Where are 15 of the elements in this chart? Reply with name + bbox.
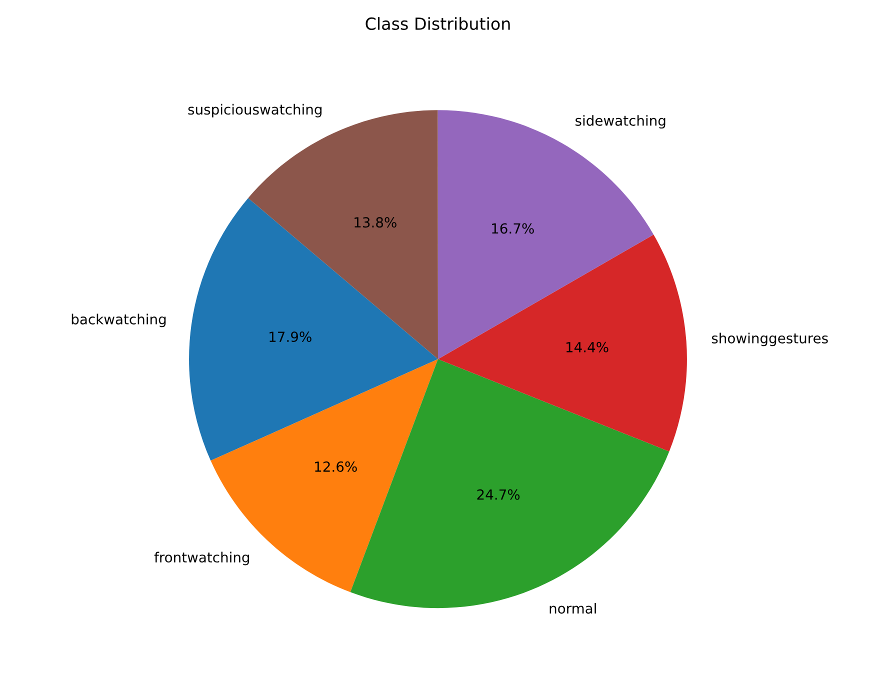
chart-title: Class Distribution bbox=[366, 17, 510, 30]
pie-slice bbox=[438, 234, 687, 452]
data-label: 16.7% bbox=[492, 223, 534, 234]
data-label: 14.4% bbox=[566, 342, 608, 352]
slice-label: normal bbox=[550, 602, 596, 614]
data-label: 17.9% bbox=[270, 332, 312, 342]
slice-label: suspiciouswatching bbox=[188, 104, 322, 118]
pie-slice bbox=[189, 198, 438, 461]
slice-label: frontwatching bbox=[154, 552, 250, 566]
slice-label: backwatching bbox=[72, 314, 166, 328]
slice-label: sidewatching bbox=[576, 115, 666, 129]
slice-label: showinggestures bbox=[712, 332, 828, 346]
data-label: 13.8% bbox=[354, 217, 396, 228]
data-label: 12.6% bbox=[315, 461, 357, 472]
data-label: 24.7% bbox=[477, 489, 520, 500]
